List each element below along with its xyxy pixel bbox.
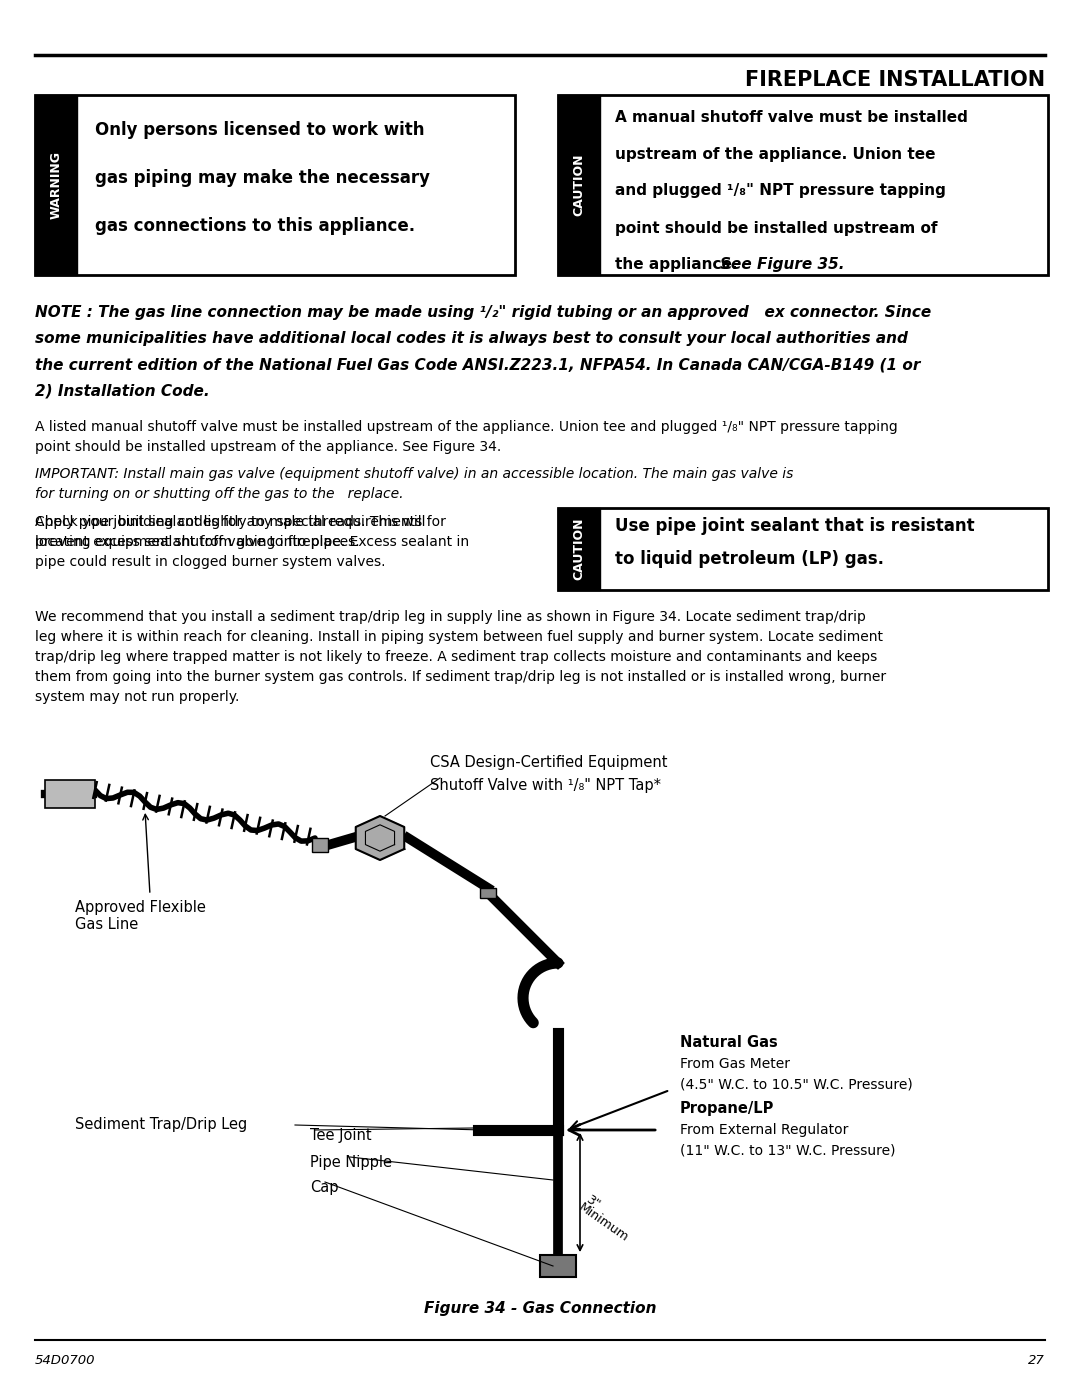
Text: (4.5" W.C. to 10.5" W.C. Pressure): (4.5" W.C. to 10.5" W.C. Pressure) <box>680 1077 913 1091</box>
Text: See Figure 35.: See Figure 35. <box>720 257 845 272</box>
Text: A listed manual shutoff valve must be installed upstream of the appliance. Union: A listed manual shutoff valve must be in… <box>35 420 897 434</box>
FancyBboxPatch shape <box>558 509 600 590</box>
Text: (11" W.C. to 13" W.C. Pressure): (11" W.C. to 13" W.C. Pressure) <box>680 1143 895 1157</box>
Text: 3": 3" <box>583 1193 602 1211</box>
Text: prevent excess sealant from going into pipe. Excess sealant in: prevent excess sealant from going into p… <box>35 535 469 549</box>
Text: Approved Flexible
Gas Line: Approved Flexible Gas Line <box>75 900 206 932</box>
FancyBboxPatch shape <box>45 780 95 807</box>
Text: 2) Installation Code.: 2) Installation Code. <box>35 383 210 398</box>
Text: the current edition of the National Fuel Gas Code ANSI.Z223.1, NFPA54. In Canada: the current edition of the National Fuel… <box>35 358 920 372</box>
Text: leg where it is within reach for cleaning. Install in piping system between fuel: leg where it is within reach for cleanin… <box>35 630 883 644</box>
Text: pipe could result in clogged burner system valves.: pipe could result in clogged burner syst… <box>35 555 386 569</box>
Text: Use pipe joint sealant that is resistant: Use pipe joint sealant that is resistant <box>615 517 974 535</box>
Text: IMPORTANT: Install main gas valve (equipment shutoff valve) in an accessible loc: IMPORTANT: Install main gas valve (equip… <box>35 467 794 481</box>
Text: Minimum: Minimum <box>576 1200 631 1245</box>
Text: upstream of the appliance. Union tee: upstream of the appliance. Union tee <box>615 147 935 162</box>
Text: Pipe Nipple: Pipe Nipple <box>310 1155 392 1171</box>
Text: From External Regulator: From External Regulator <box>680 1123 849 1137</box>
FancyBboxPatch shape <box>480 888 496 898</box>
Text: Apply pipe joint sealant lightly to male threads. This will: Apply pipe joint sealant lightly to male… <box>35 515 426 529</box>
Text: gas connections to this appliance.: gas connections to this appliance. <box>95 217 415 235</box>
Text: locating equipment shutoff valve to fireplaces.: locating equipment shutoff valve to fire… <box>35 535 360 549</box>
Text: and plugged ¹/₈" NPT pressure tapping: and plugged ¹/₈" NPT pressure tapping <box>615 183 946 198</box>
FancyBboxPatch shape <box>558 95 600 275</box>
FancyBboxPatch shape <box>540 1255 576 1277</box>
Text: Only persons licensed to work with: Only persons licensed to work with <box>95 122 424 138</box>
FancyBboxPatch shape <box>558 509 1048 590</box>
Text: some municipalities have additional local codes it is always best to consult you: some municipalities have additional loca… <box>35 331 908 346</box>
FancyBboxPatch shape <box>312 838 328 852</box>
Text: system may not run properly.: system may not run properly. <box>35 690 240 704</box>
Text: Cap: Cap <box>310 1180 338 1194</box>
Text: Natural Gas: Natural Gas <box>680 1035 778 1051</box>
Text: Sediment Trap/Drip Leg: Sediment Trap/Drip Leg <box>75 1118 247 1133</box>
Text: FIREPLACE INSTALLATION: FIREPLACE INSTALLATION <box>745 70 1045 89</box>
FancyBboxPatch shape <box>558 95 1048 275</box>
Text: 27: 27 <box>1028 1354 1045 1366</box>
Text: for turning on or shutting off the gas to the   replace.: for turning on or shutting off the gas t… <box>35 488 404 502</box>
Text: 54D0700: 54D0700 <box>35 1354 95 1366</box>
Text: CAUTION: CAUTION <box>572 154 585 217</box>
Text: Figure 34 - Gas Connection: Figure 34 - Gas Connection <box>423 1301 657 1316</box>
Text: A manual shutoff valve must be installed: A manual shutoff valve must be installed <box>615 109 968 124</box>
FancyBboxPatch shape <box>35 95 515 275</box>
Text: WARNING: WARNING <box>50 151 63 219</box>
Text: the appliance.: the appliance. <box>615 257 743 272</box>
FancyBboxPatch shape <box>35 95 77 275</box>
Text: NOTE : The gas line connection may be made using ¹/₂" rigid tubing or an approve: NOTE : The gas line connection may be ma… <box>35 305 931 320</box>
Text: point should be installed upstream of: point should be installed upstream of <box>615 221 937 236</box>
Text: Shutoff Valve with ¹/₈" NPT Tap*: Shutoff Valve with ¹/₈" NPT Tap* <box>430 778 661 793</box>
Text: Tee Joint: Tee Joint <box>310 1127 372 1143</box>
Text: gas piping may make the necessary: gas piping may make the necessary <box>95 169 430 187</box>
Text: Propane/LP: Propane/LP <box>680 1101 774 1116</box>
Text: trap/drip leg where trapped matter is not likely to freeze. A sediment trap coll: trap/drip leg where trapped matter is no… <box>35 650 877 664</box>
Text: We recommend that you install a sediment trap/drip leg in supply line as shown i: We recommend that you install a sediment… <box>35 610 866 624</box>
Text: them from going into the burner system gas controls. If sediment trap/drip leg i: them from going into the burner system g… <box>35 671 886 685</box>
Text: Check your building codes for any special requirements for: Check your building codes for any specia… <box>35 515 446 529</box>
Polygon shape <box>355 816 404 861</box>
Text: CAUTION: CAUTION <box>572 518 585 580</box>
Text: point should be installed upstream of the appliance. See Figure 34.: point should be installed upstream of th… <box>35 440 501 454</box>
Text: From Gas Meter: From Gas Meter <box>680 1058 789 1071</box>
Text: CSA Design-Certiﬁed Equipment: CSA Design-Certiﬁed Equipment <box>430 754 667 770</box>
Text: to liquid petroleum (LP) gas.: to liquid petroleum (LP) gas. <box>615 550 885 569</box>
